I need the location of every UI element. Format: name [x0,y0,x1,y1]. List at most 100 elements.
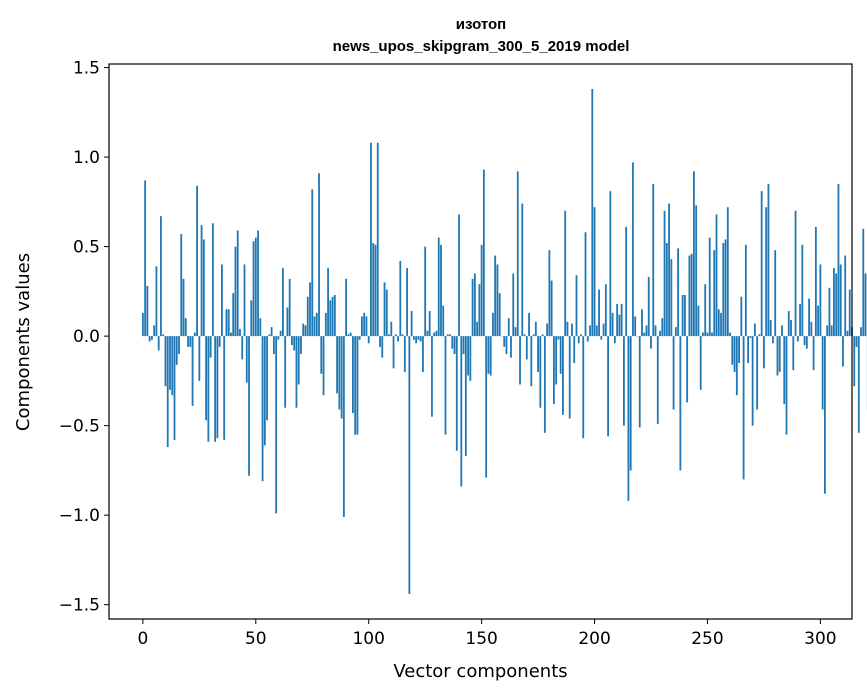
bar-54 [263,336,266,446]
bar-113 [397,336,399,342]
bar-218 [634,316,637,337]
bar-303 [826,325,829,337]
bar-62 [281,268,284,337]
bar-216 [629,336,632,471]
bar-276 [765,207,768,337]
bar-190 [571,323,573,337]
bar-291 [799,303,801,337]
bar-301 [821,336,824,410]
bar-45 [243,264,246,337]
bar-104 [376,142,379,337]
bar-151 [482,169,485,337]
bar-226 [652,183,655,337]
bar-24 [196,185,198,337]
x-tick-label: 250 [691,629,723,649]
bar-189 [568,336,571,419]
bar-121 [415,336,418,344]
bar-14 [173,336,176,440]
bar-66 [291,336,293,346]
bar-112 [394,334,397,337]
bar-154 [489,336,492,376]
bar-71 [302,323,305,337]
bar-59 [275,336,278,514]
bar-7 [157,336,160,351]
x-tick-label: 150 [465,629,497,649]
bar-309 [839,264,842,337]
bar-217 [632,162,634,337]
bar-248 [702,332,704,337]
bar-287 [790,320,792,337]
bar-168 [521,203,524,337]
bar-148 [476,321,479,337]
bar-132 [440,244,442,337]
bar-140 [458,214,460,337]
bar-31 [211,223,214,337]
bar-259 [726,207,729,337]
bar-110 [390,321,393,337]
bar-84 [331,296,334,337]
bar-197 [586,336,589,342]
bar-207 [609,191,612,337]
bar-317 [857,336,860,433]
bar-304 [828,287,831,337]
bar-254 [715,214,718,337]
bar-262 [733,336,736,372]
bar-240 [683,294,686,337]
bar-120 [412,336,415,340]
bar-296 [810,321,813,337]
bar-241 [686,336,689,403]
bar-44 [241,336,244,360]
bar-99 [365,316,368,337]
bar-298 [814,226,817,337]
bar-293 [803,336,806,346]
bar-163 [510,336,512,358]
y-tick-label: −0.5 [59,417,100,437]
bar-49 [252,241,255,337]
plot-frame [108,63,853,620]
bar-78 [318,173,320,337]
bar-238 [679,336,682,471]
bar-41 [234,246,237,337]
bar-199 [591,89,594,337]
bar-85 [333,294,336,337]
y-tick-label: 1.5 [73,59,100,79]
bar-60 [277,336,280,340]
bar-116 [403,336,406,372]
bar-294 [805,336,808,349]
bar-118 [408,336,411,594]
bar-186 [562,336,564,415]
bar-93 [352,336,354,414]
bar-203 [600,336,603,340]
bar-series [141,89,867,594]
y-tick-label: 0.5 [73,238,100,258]
bar-162 [507,318,510,337]
bar-202 [598,289,600,337]
bar-283 [781,325,783,337]
bar-299 [817,305,820,337]
bar-1 [144,180,147,337]
bar-194 [580,334,582,337]
bar-134 [444,336,447,435]
bar-253 [713,250,716,337]
bar-38 [227,309,230,337]
bar-310 [842,336,844,367]
bar-98 [363,312,366,337]
bar-185 [559,336,562,374]
bar-68 [295,336,298,408]
bar-72 [304,325,307,337]
bar-228 [656,336,659,424]
bar-273 [758,334,761,337]
bar-40 [232,293,235,337]
bar-274 [760,191,763,337]
chart-title-word: изотоп [456,16,506,33]
bar-211 [618,314,621,337]
bar-50 [254,237,257,337]
bar-247 [699,336,702,390]
bar-20 [187,336,189,347]
x-tick-label: 200 [578,629,610,649]
bar-139 [455,336,458,451]
bar-295 [808,298,810,337]
bar-123 [419,336,422,342]
bar-212 [620,303,623,337]
bar-15 [175,336,178,365]
